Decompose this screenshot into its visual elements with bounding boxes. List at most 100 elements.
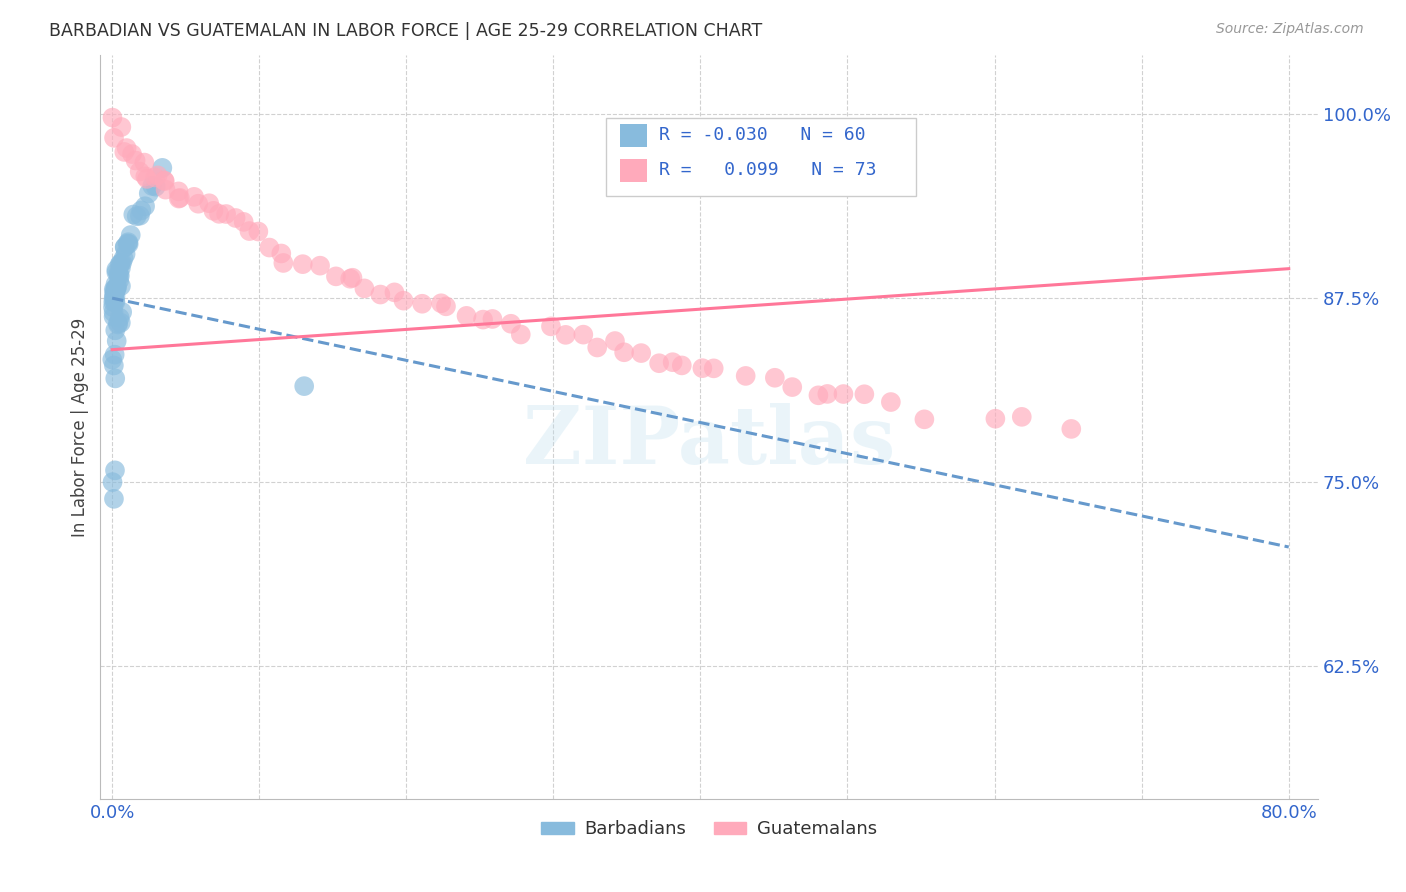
Point <box>630 346 652 360</box>
Point <box>215 207 238 221</box>
Point <box>134 199 156 213</box>
Point <box>238 224 260 238</box>
Point <box>499 317 522 331</box>
Point <box>121 147 143 161</box>
Point <box>104 283 127 297</box>
Point <box>187 196 209 211</box>
Point <box>392 293 415 308</box>
Point <box>456 309 478 323</box>
Point <box>111 255 134 269</box>
Point <box>153 173 176 187</box>
Point <box>353 281 375 295</box>
Point <box>339 272 361 286</box>
Point <box>141 178 163 193</box>
Point <box>1011 409 1033 424</box>
Point <box>105 265 128 279</box>
Point <box>118 237 141 252</box>
Point <box>103 491 125 506</box>
Point <box>105 282 128 296</box>
Text: Source: ZipAtlas.com: Source: ZipAtlas.com <box>1216 22 1364 37</box>
Point <box>832 387 855 401</box>
Point <box>984 411 1007 425</box>
Point <box>117 235 139 250</box>
Point <box>692 361 714 376</box>
Point <box>107 267 129 281</box>
Point <box>472 312 495 326</box>
Point <box>292 379 315 393</box>
Bar <box>620 159 647 182</box>
Point <box>112 252 135 266</box>
Point <box>105 280 128 294</box>
Point <box>183 190 205 204</box>
Point <box>110 256 132 270</box>
Point <box>342 270 364 285</box>
Point <box>101 300 124 314</box>
FancyBboxPatch shape <box>606 119 917 196</box>
Point <box>104 323 127 337</box>
Point <box>103 131 125 145</box>
Point <box>880 395 903 409</box>
Point <box>104 285 127 300</box>
Point <box>122 207 145 221</box>
Point <box>167 192 190 206</box>
Point <box>554 327 576 342</box>
Point <box>143 170 166 185</box>
Point <box>153 174 176 188</box>
Point <box>291 257 314 271</box>
Point <box>309 259 332 273</box>
Point <box>110 120 132 134</box>
Point <box>124 153 146 168</box>
Point <box>648 356 671 370</box>
Point <box>103 310 125 324</box>
Point <box>912 412 935 426</box>
Point <box>430 296 453 310</box>
Point <box>120 228 142 243</box>
Point <box>134 169 156 184</box>
Text: R = -0.030   N = 60: R = -0.030 N = 60 <box>659 126 866 144</box>
Point <box>112 145 135 159</box>
Point <box>103 305 125 319</box>
Point <box>101 111 124 125</box>
Point <box>107 318 129 332</box>
Point <box>104 289 127 303</box>
Point <box>104 293 127 308</box>
Point <box>167 185 190 199</box>
Point <box>232 215 254 229</box>
Point <box>572 327 595 342</box>
Point <box>108 258 131 272</box>
Y-axis label: In Labor Force | Age 25-29: In Labor Force | Age 25-29 <box>72 318 89 537</box>
Point <box>434 299 457 313</box>
Point <box>108 267 131 281</box>
Point <box>134 155 156 169</box>
Bar <box>620 124 647 146</box>
Point <box>114 240 136 254</box>
Point <box>114 240 136 254</box>
Point <box>111 305 134 319</box>
Point <box>115 141 138 155</box>
Point <box>198 196 221 211</box>
Point <box>104 371 127 385</box>
Point <box>703 361 725 376</box>
Point <box>103 283 125 297</box>
Point <box>103 288 125 302</box>
Point <box>1060 422 1083 436</box>
Point <box>104 282 127 296</box>
Point <box>509 327 531 342</box>
Point <box>110 279 132 293</box>
Point <box>108 273 131 287</box>
Point <box>225 211 247 225</box>
Point <box>103 292 125 306</box>
Point <box>384 285 406 300</box>
Point <box>807 388 830 402</box>
Point <box>853 387 876 401</box>
Point <box>108 268 131 283</box>
Point <box>104 348 127 362</box>
Point <box>370 287 392 301</box>
Point <box>325 269 347 284</box>
Point <box>613 345 636 359</box>
Point <box>603 334 626 348</box>
Point <box>107 316 129 330</box>
Point <box>128 164 150 178</box>
Point <box>105 279 128 293</box>
Point <box>108 310 131 325</box>
